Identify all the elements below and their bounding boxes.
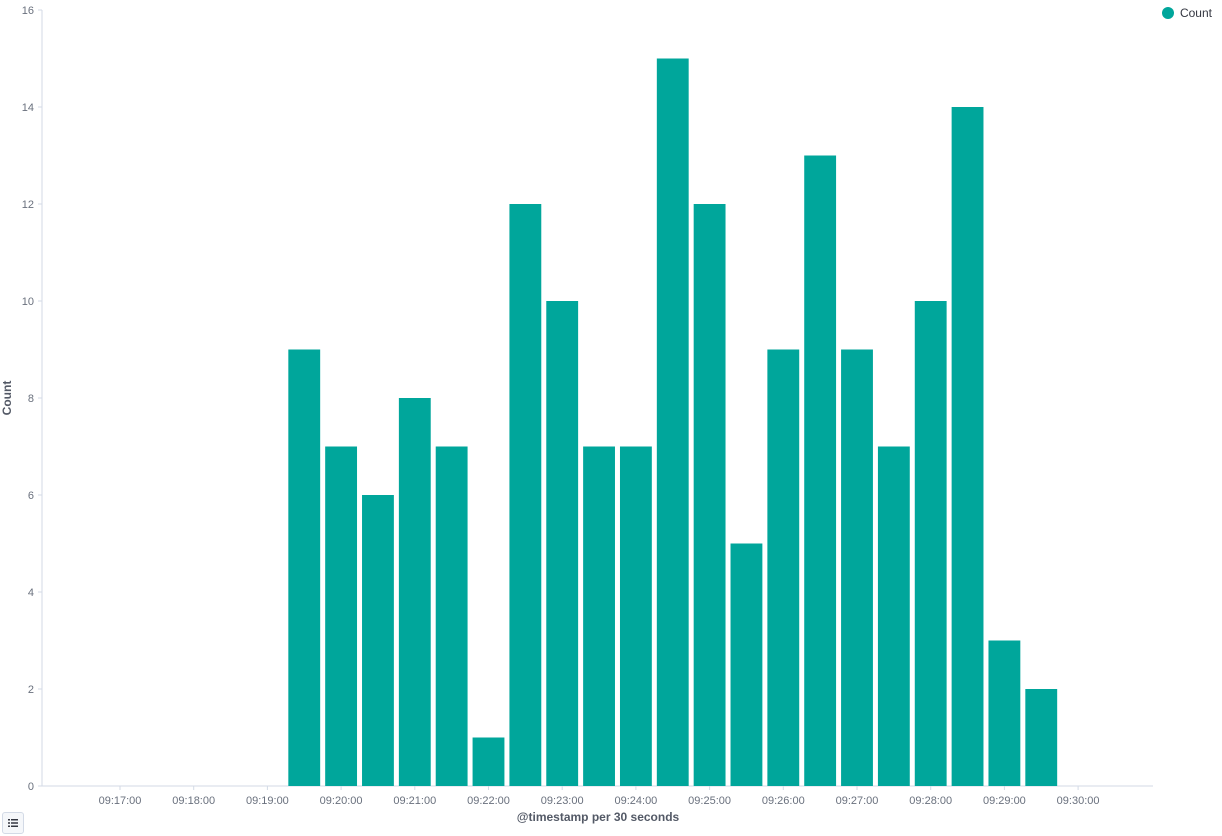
x-tick-label: 09:27:00 [836, 795, 879, 807]
y-tick-label: 0 [28, 781, 34, 793]
x-tick-label: 09:24:00 [614, 795, 657, 807]
legend-item-count[interactable]: Count [1161, 6, 1212, 20]
legend-color-dot [1161, 7, 1174, 19]
x-tick-label: 09:19:00 [246, 795, 289, 807]
y-tick-label: 8 [28, 393, 34, 405]
bar-09:29:30[interactable] [1025, 689, 1058, 786]
x-tick-label: 09:26:00 [762, 795, 805, 807]
bar-09:24:00[interactable] [619, 446, 652, 787]
bar-09:29:00[interactable] [988, 640, 1021, 787]
bar-09:26:30[interactable] [804, 155, 837, 787]
x-tick-label: 09:22:00 [467, 795, 510, 807]
x-tick-label: 09:29:00 [983, 795, 1026, 807]
x-tick-label: 09:18:00 [172, 795, 215, 807]
y-tick-label: 6 [28, 490, 34, 502]
bar-09:21:00[interactable] [398, 398, 431, 786]
bar-09:23:00[interactable] [546, 301, 579, 786]
bar-09:20:30[interactable] [362, 495, 394, 786]
x-tick-label: 09:17:00 [99, 795, 142, 807]
bar-09:23:30[interactable] [583, 446, 615, 787]
x-tick-label: 09:25:00 [688, 795, 731, 807]
bar-09:22:30[interactable] [509, 204, 542, 786]
y-tick-label: 2 [28, 684, 34, 696]
bar-09:27:00[interactable] [841, 349, 873, 787]
x-tick-label: 09:28:00 [909, 795, 952, 807]
x-tick-label: 09:23:00 [541, 795, 584, 807]
bar-09:27:30[interactable] [877, 446, 910, 787]
bar-09:28:00[interactable] [914, 301, 947, 786]
bar-09:22:00[interactable] [472, 737, 505, 787]
x-tick-label: 09:21:00 [393, 795, 436, 807]
bar-09:25:00[interactable] [693, 204, 726, 786]
y-tick-label: 10 [22, 296, 34, 308]
legend-label: Count [1179, 6, 1212, 20]
bar-09:21:30[interactable] [435, 446, 468, 787]
bar-09:19:30[interactable] [288, 349, 321, 787]
y-tick-label: 16 [22, 5, 34, 17]
bar-09:26:00[interactable] [767, 349, 800, 787]
y-axis-title: Count [0, 381, 14, 416]
legend-toggle-button[interactable] [2, 812, 24, 834]
x-tick-label: 09:20:00 [320, 795, 363, 807]
bar-09:24:30[interactable] [656, 58, 689, 787]
bars [288, 58, 1058, 787]
x-axis: 09:17:00 09:18:00 09:19:00 09:20:00 09:21:00… [42, 785, 1153, 807]
list-icon [8, 819, 18, 827]
y-tick-label: 12 [22, 199, 34, 211]
bar-09:20:00[interactable] [325, 446, 358, 787]
y-tick-label: 4 [28, 587, 34, 599]
y-axis: 0 2 4 6 8 10 12 14 16 [22, 5, 43, 793]
x-axis-title: @timestamp per 30 seconds [517, 810, 680, 824]
x-tick-label: 09:30:00 [1057, 795, 1100, 807]
bar-09:25:30[interactable] [730, 543, 763, 787]
bar-09:28:30[interactable] [951, 107, 984, 786]
y-tick-label: 14 [22, 102, 34, 114]
